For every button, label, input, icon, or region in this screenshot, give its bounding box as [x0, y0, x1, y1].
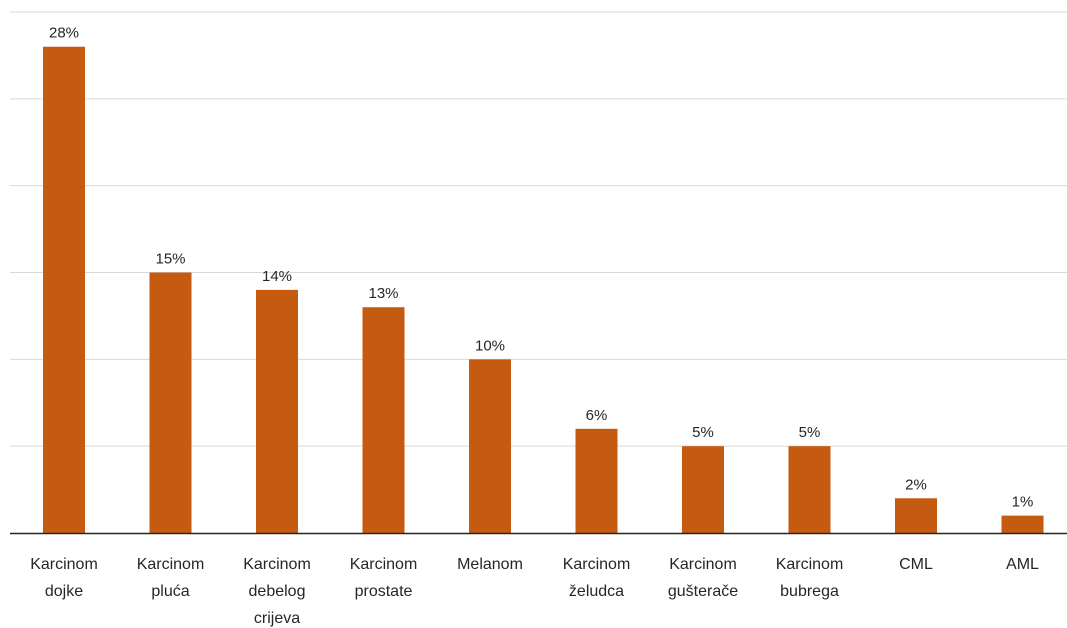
category-label: Karcinom dojke — [30, 556, 98, 600]
category-label: Karcinom bubrega — [776, 556, 844, 600]
category-label-line: pluća — [151, 583, 189, 600]
category-label-line: Karcinom — [137, 556, 205, 573]
value-labels: 28% 15% 14% 13% 10% 6% 5% 5% 2% 1% — [49, 25, 1033, 511]
data-label: 6% — [586, 407, 608, 424]
category-label-line: želudca — [569, 583, 624, 600]
bar — [149, 272, 192, 533]
category-label-line: bubrega — [780, 583, 839, 600]
category-label-line: AML — [1006, 556, 1039, 573]
data-label: 28% — [49, 25, 79, 42]
category-label: Melanom — [457, 556, 523, 573]
bar — [43, 46, 85, 533]
category-label-line: CML — [899, 556, 933, 573]
bar — [895, 498, 937, 533]
bar — [256, 289, 298, 533]
bar — [469, 359, 511, 533]
data-label: 13% — [368, 285, 398, 302]
category-label-line: Karcinom — [243, 556, 311, 573]
data-label: 5% — [692, 424, 714, 441]
bar — [362, 307, 405, 533]
category-label-line: Karcinom — [776, 556, 844, 573]
category-label-line: Karcinom — [669, 556, 737, 573]
data-label: 5% — [799, 424, 821, 441]
category-label-line: Karcinom — [30, 556, 98, 573]
category-label: AML — [1006, 556, 1039, 573]
category-label: Karcinom debelog crijeva — [243, 556, 311, 627]
category-label: Karcinom prostate — [350, 556, 418, 600]
bars — [43, 46, 1044, 533]
category-label-line: Karcinom — [563, 556, 631, 573]
category-label-line: gušterače — [668, 583, 738, 600]
category-label-line: prostate — [355, 583, 413, 600]
category-label: Karcinom želudca — [563, 556, 631, 600]
category-labels: Karcinom dojke Karcinom pluća Karcinom debelo… — [30, 556, 1039, 627]
bar — [1001, 515, 1044, 533]
category-label-line: dojke — [45, 583, 83, 600]
data-label: 15% — [155, 251, 185, 268]
data-label: 2% — [905, 476, 927, 493]
bar — [682, 446, 724, 533]
data-label: 1% — [1012, 494, 1034, 511]
category-label-line: crijeva — [254, 610, 300, 627]
category-label-line: Melanom — [457, 556, 523, 573]
category-label: Karcinom gušterače — [668, 556, 738, 600]
data-label: 10% — [475, 337, 505, 354]
category-label: Karcinom pluća — [137, 556, 205, 600]
category-label: CML — [899, 556, 933, 573]
category-label-line: Karcinom — [350, 556, 418, 573]
category-label-line: debelog — [249, 583, 306, 600]
bar — [575, 428, 618, 533]
bar — [788, 446, 831, 533]
data-label: 14% — [262, 268, 292, 285]
